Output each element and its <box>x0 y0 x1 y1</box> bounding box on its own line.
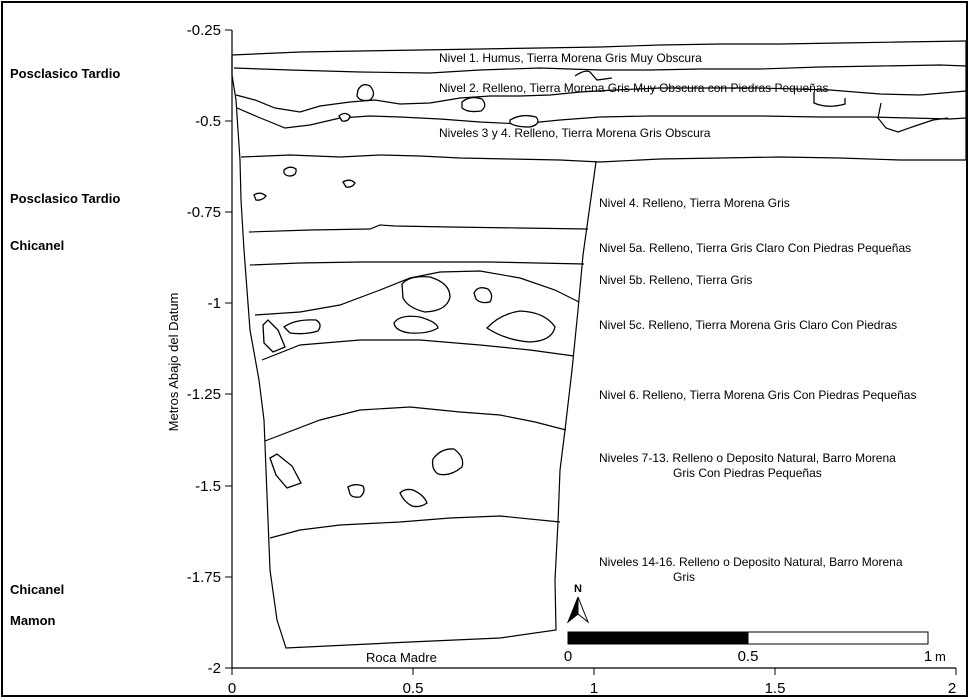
stone <box>461 96 486 113</box>
layer-boundary <box>261 339 575 361</box>
period-labels: Posclasico Tardio Posclasico Tardio Chic… <box>10 66 120 628</box>
scale-label: 1 <box>924 648 932 665</box>
y-axis: -0.25 -0.5 -0.75 -1 -1.25 -1.5 -1.75 -2 … <box>166 22 233 677</box>
layer-boundary <box>240 154 966 163</box>
x-tick-label: 2 <box>948 680 956 697</box>
stone <box>347 484 365 498</box>
level-label: Nivel 5b. Relleno, Tierra Gris <box>599 273 752 287</box>
stone <box>283 166 297 177</box>
level-label: Nivel 4. Relleno, Tierra Morena Gris <box>599 196 790 210</box>
y-tick-label: -2 <box>208 660 221 677</box>
profile-outline <box>231 55 597 649</box>
stone <box>342 179 356 188</box>
stone <box>509 114 539 128</box>
level-labels: Nivel 1. Humus, Tierra Morena Gris Muy O… <box>439 51 916 584</box>
stone <box>269 453 302 489</box>
level-label: Niveles 3 y 4. Relleno, Tierra Morena Gr… <box>439 126 711 140</box>
stone <box>356 84 375 102</box>
level-label: Niveles 7-13. Relleno o Deposito Natural… <box>599 451 896 465</box>
north-label: N <box>574 583 582 595</box>
profile-drawing <box>231 40 967 649</box>
y-tick-label: -1.25 <box>187 386 221 403</box>
stone <box>486 310 556 343</box>
x-axis: 0 0.5 1 1.5 2 <box>228 667 957 697</box>
scale-bar: 0 0.5 1 m <box>564 631 946 665</box>
stone <box>393 315 439 334</box>
layer-boundary <box>231 40 967 56</box>
level-label: Nivel 5a. Relleno, Tierra Gris Claro Con… <box>599 241 911 255</box>
layer-boundary <box>264 406 567 442</box>
level-label: Nivel 5c. Relleno, Tierra Morena Gris Cl… <box>599 318 897 332</box>
north-arrow-icon: N <box>566 583 590 624</box>
north-arrow-right <box>577 596 590 624</box>
x-tick-label: 0.5 <box>403 680 424 697</box>
period-label: Chicanel <box>10 582 64 597</box>
layer-boundary <box>233 64 967 74</box>
x-tick-label: 0 <box>228 680 236 697</box>
y-tick-label: -0.5 <box>195 113 221 130</box>
stone <box>574 70 613 81</box>
y-tick-label: -1 <box>208 295 221 312</box>
north-arrow-left <box>566 596 579 624</box>
level-label: Nivel 6. Relleno, Tierra Morena Gris Con… <box>599 388 916 402</box>
layer-boundary <box>248 224 589 233</box>
stone <box>262 319 286 353</box>
y-tick-label: -1.5 <box>195 478 221 495</box>
level-label: Nivel 2. Relleno, Tierra Morena Gris Muy… <box>439 81 829 95</box>
stone <box>473 287 493 304</box>
level-label: Niveles 14-16. Relleno o Deposito Natura… <box>599 555 903 569</box>
x-tick-label: 1 <box>590 680 598 697</box>
scale-label: 0.5 <box>738 648 759 665</box>
x-tick-label: 1.5 <box>765 680 786 697</box>
bedrock-label: Roca Madre <box>366 650 437 665</box>
stone <box>401 276 451 313</box>
y-tick-label: -0.25 <box>187 22 221 39</box>
level-label: Gris Con Piedras Pequeñas <box>673 466 822 480</box>
y-axis-title: Metros Abajo del Datum <box>166 293 181 432</box>
period-label: Posclasico Tardio <box>10 191 120 206</box>
layer-boundary <box>249 261 585 266</box>
layer-boundary <box>235 87 967 113</box>
stone <box>399 488 428 508</box>
period-label: Posclasico Tardio <box>10 66 120 81</box>
scale-unit: m <box>935 649 946 664</box>
layer-boundary <box>269 515 561 539</box>
stone <box>283 319 321 335</box>
stone <box>813 92 846 107</box>
period-label: Chicanel <box>10 238 64 253</box>
stone <box>338 112 351 122</box>
y-tick-label: -1.75 <box>187 569 221 586</box>
layer-boundary <box>254 270 580 316</box>
y-tick-label: -0.75 <box>187 204 221 221</box>
scale-bar-white <box>747 631 929 645</box>
level-label: Gris <box>673 570 695 584</box>
period-label: Mamon <box>10 613 56 628</box>
scale-label: 0 <box>564 648 572 665</box>
level-label: Nivel 1. Humus, Tierra Morena Gris Muy O… <box>439 51 702 65</box>
layer-boundary <box>236 107 967 129</box>
stone <box>253 192 267 201</box>
stones <box>253 70 846 508</box>
layer-boundary <box>877 102 949 133</box>
stone <box>431 448 464 476</box>
scale-bar-black <box>567 631 749 645</box>
